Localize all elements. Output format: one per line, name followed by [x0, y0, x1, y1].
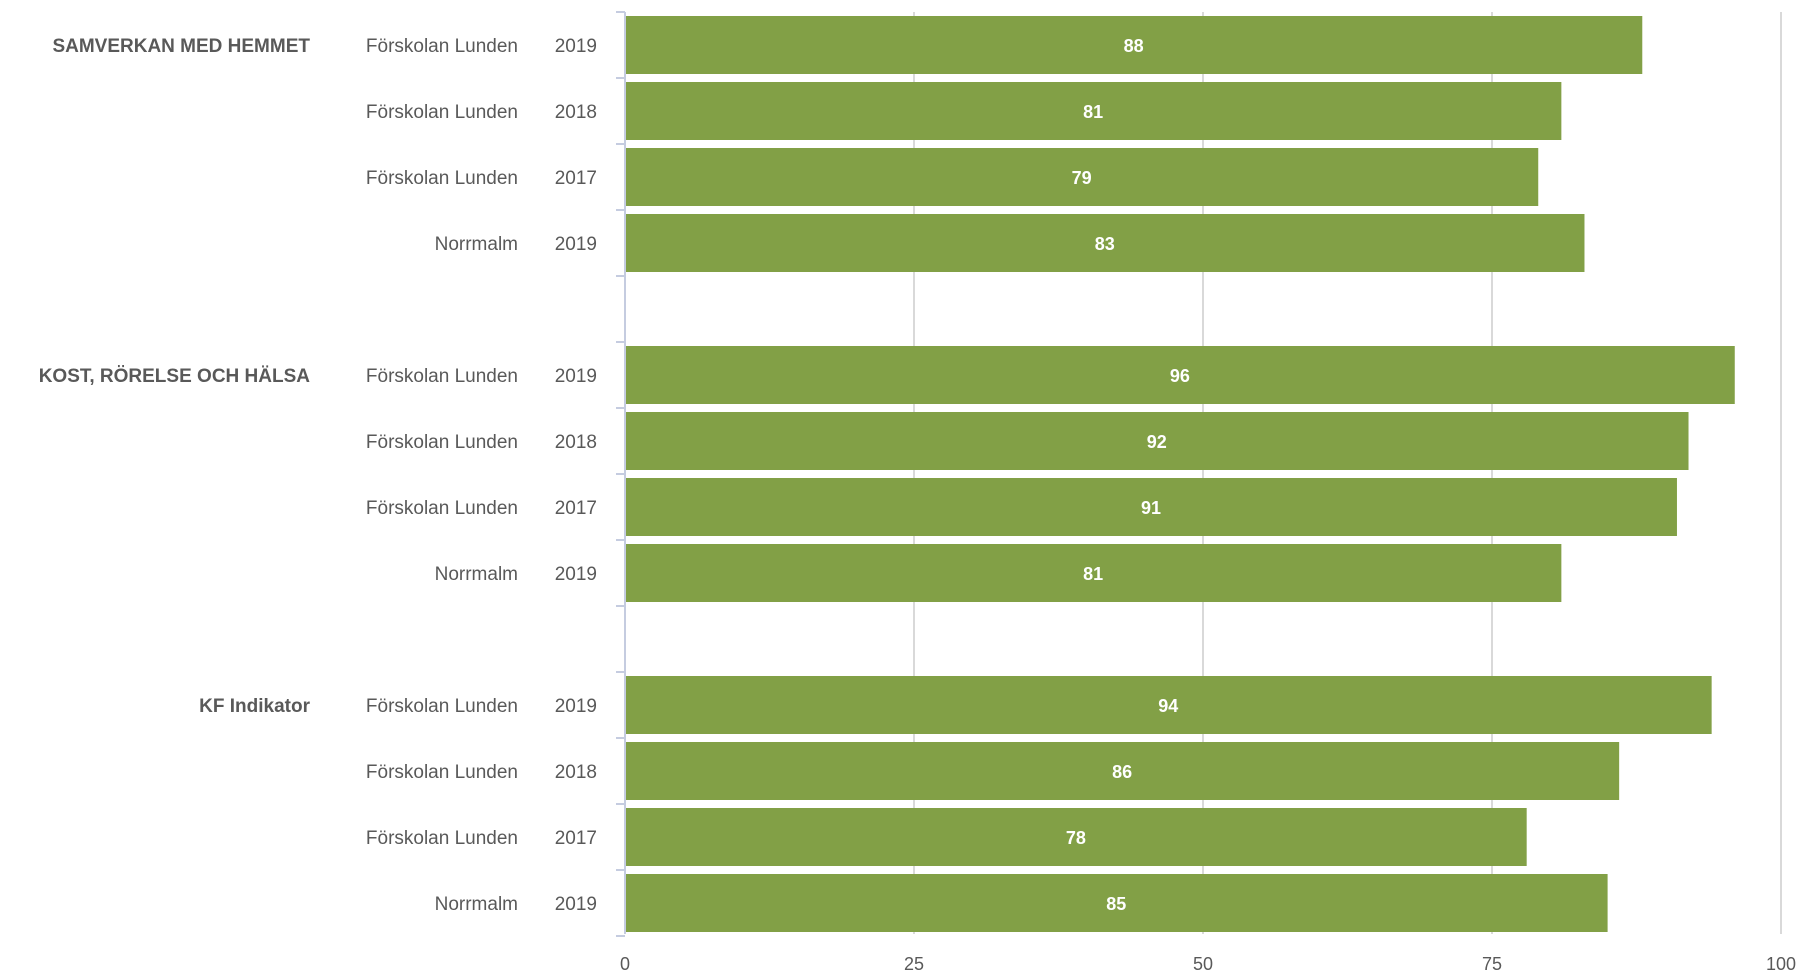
group-label: KF Indikator [199, 696, 310, 717]
row-unit-label: Förskolan Lunden [366, 366, 518, 387]
row-year-label: 2018 [555, 432, 597, 453]
bar [626, 742, 1620, 800]
bar [626, 808, 1527, 866]
bar-value-label: 88 [1124, 36, 1144, 56]
bar-value-label: 96 [1170, 366, 1190, 386]
group-label: KOST, RÖRELSE OCH HÄLSA [39, 366, 311, 387]
row-unit-label: Förskolan Lunden [366, 828, 518, 849]
bar [626, 214, 1585, 272]
row-unit-label: Förskolan Lunden [366, 102, 518, 123]
row-unit-label: Förskolan Lunden [366, 432, 518, 453]
bar [626, 346, 1735, 404]
x-tick-label: 0 [620, 954, 630, 974]
bar [626, 478, 1677, 536]
bar-value-label: 92 [1147, 432, 1167, 452]
row-year-label: 2018 [555, 102, 597, 123]
bar-value-label: 78 [1066, 828, 1086, 848]
row-unit-label: Norrmalm [435, 234, 518, 255]
bars: 88 81 79 83 96 92 91 81 94 86 78 85 [626, 16, 1735, 932]
x-tick-label: 100 [1766, 954, 1796, 974]
x-tick-label: 75 [1482, 954, 1502, 974]
row-year-label: 2017 [555, 498, 597, 519]
row-unit-label: Förskolan Lunden [366, 762, 518, 783]
value-axis: 0 25 50 75 100 [616, 11, 1796, 974]
row-unit-label: Förskolan Lunden [366, 168, 518, 189]
row-year-label: 2017 [555, 168, 597, 189]
row-year-label: 2019 [555, 696, 597, 717]
bar-value-label: 94 [1158, 696, 1178, 716]
row-year-label: 2018 [555, 762, 597, 783]
row-unit-label: Förskolan Lunden [366, 36, 518, 57]
row-unit-label: Norrmalm [435, 894, 518, 915]
row-year-label: 2017 [555, 828, 597, 849]
row-year-label: 2019 [555, 36, 597, 57]
bar-value-label: 83 [1095, 234, 1115, 254]
row-unit-label: Norrmalm [435, 564, 518, 585]
bar-value-label: 86 [1112, 762, 1132, 782]
bar [626, 412, 1689, 470]
bar-value-label: 81 [1083, 102, 1103, 122]
group-label: SAMVERKAN MED HEMMET [52, 36, 310, 57]
row-year-label: 2019 [555, 564, 597, 585]
bar [626, 82, 1562, 140]
bar [626, 544, 1562, 602]
bar [626, 16, 1643, 74]
bar-value-label: 85 [1106, 894, 1126, 914]
category-labels: 2019 Förskolan Lunden SAMVERKAN MED HEMMET… [39, 36, 597, 915]
row-unit-label: Förskolan Lunden [366, 498, 518, 519]
bar-value-label: 81 [1083, 564, 1103, 584]
bar [626, 676, 1712, 734]
bar-value-label: 79 [1072, 168, 1092, 188]
row-unit-label: Förskolan Lunden [366, 696, 518, 717]
x-tick-label: 25 [904, 954, 924, 974]
row-year-label: 2019 [555, 894, 597, 915]
bar-value-label: 91 [1141, 498, 1161, 518]
row-year-label: 2019 [555, 234, 597, 255]
row-year-label: 2019 [555, 366, 597, 387]
x-tick-label: 50 [1193, 954, 1213, 974]
bar [626, 148, 1539, 206]
bar [626, 874, 1608, 932]
